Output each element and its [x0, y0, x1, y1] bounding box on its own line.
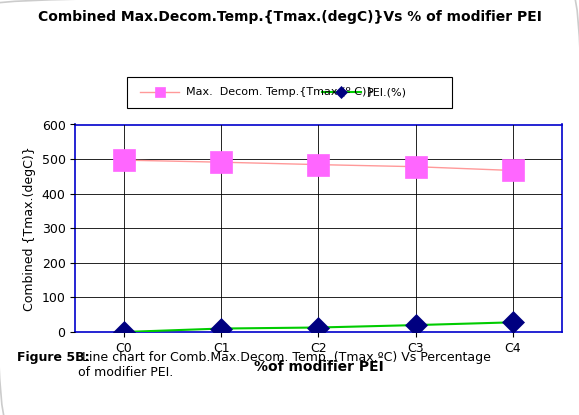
Text: PEI.(%): PEI.(%) — [367, 87, 407, 98]
Text: Combined Max.Decom.Temp.{Tmax.(degC)}Vs % of modifier PEI: Combined Max.Decom.Temp.{Tmax.(degC)}Vs … — [38, 10, 541, 24]
Text: Max.  Decom. Temp.{Tmax.(º C)}: Max. Decom. Temp.{Tmax.(º C)} — [186, 87, 373, 98]
Y-axis label: Combined {Tmax.(degC)}: Combined {Tmax.(degC)} — [23, 146, 36, 310]
Text: Figure 5B:: Figure 5B: — [17, 351, 90, 364]
Text: Line chart for Comb.Max.Decom. Temp. (Tmax.ºC) Vs Percentage
of modifier PEI.: Line chart for Comb.Max.Decom. Temp. (Tm… — [78, 351, 491, 378]
X-axis label: %of modifier PEI: %of modifier PEI — [254, 360, 383, 374]
